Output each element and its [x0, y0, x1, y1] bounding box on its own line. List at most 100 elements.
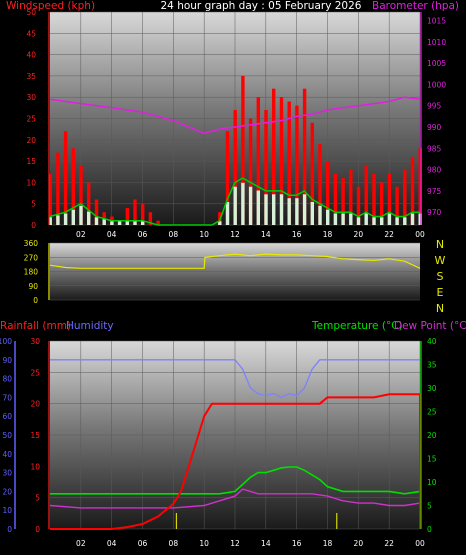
wind-avg-bar [63, 213, 68, 225]
wind-avg-bar [117, 221, 122, 225]
wind-gust-bar [395, 186, 399, 225]
wind-gust-bar [94, 199, 99, 225]
direction-series [49, 253, 421, 269]
wind-gust-bar [302, 88, 307, 225]
wind-avg-bar [356, 217, 361, 225]
wind-x-tick: 12 [230, 230, 240, 239]
wind-x-tick: 20 [354, 230, 364, 239]
wind-x-tick: 22 [384, 230, 394, 239]
wind-gust-bar [133, 199, 137, 225]
wind-avg-bar [56, 215, 60, 225]
compass-letter: S [437, 270, 444, 283]
humidity-tick: 20 [2, 487, 12, 496]
rainfall-series [50, 393, 422, 530]
rainfall-line [50, 393, 422, 530]
wind-avg-bar [241, 182, 245, 225]
direction-tick: 270 [24, 253, 39, 262]
wind-gust-bar [310, 122, 314, 225]
windspeed-tick: 35 [26, 72, 36, 81]
wind-gust-bar [125, 208, 129, 225]
wind-gust-bar [364, 165, 368, 225]
wind-avg-bar [387, 213, 392, 225]
wind-avg-bar [264, 194, 268, 225]
temperature-tick: 20 [427, 431, 437, 440]
wind-gust-bar [148, 212, 153, 225]
wind-avg-series [49, 177, 420, 226]
humidity-tick: 100 [0, 337, 12, 346]
wind-avg-bar [295, 198, 299, 225]
wind-avg-bar [403, 217, 407, 225]
wind-gust-bar [403, 169, 407, 225]
windspeed-tick: 15 [26, 157, 36, 166]
temperature-tick: 25 [427, 408, 437, 417]
windspeed-tick: 20 [26, 136, 36, 145]
direction-tick: 0 [33, 296, 38, 305]
windspeed-tick: 10 [26, 178, 36, 187]
rainfall-tick: 20 [30, 400, 40, 409]
wind-x-tick: 08 [169, 230, 179, 239]
wind-avg-bar [372, 217, 376, 225]
windspeed-tick: 50 [26, 8, 36, 17]
barometer-tick: 990 [427, 123, 442, 132]
compass-letter: W [435, 254, 446, 267]
direction-grid [50, 242, 420, 301]
temperature-tick: 40 [427, 337, 437, 346]
wind-gust-bar [63, 131, 68, 225]
wind-x-tick: 18 [323, 230, 333, 239]
wind-avg-bar [410, 213, 415, 225]
rainfall-tick: 0 [35, 525, 40, 534]
windspeed-tick: 0 [31, 221, 36, 230]
temperature-axis-label: Temperature (°C) [311, 320, 403, 332]
wind-x-tick: 06 [138, 230, 148, 239]
compass-letter: E [437, 286, 444, 299]
wind-axes: 0510152025303540455097097598098599099510… [26, 8, 446, 239]
wind-gust-bar [56, 152, 60, 225]
humidity-tick: 90 [2, 356, 12, 365]
barometer-axis-label: Barometer (hpa) [372, 0, 459, 12]
barometer-tick: 985 [427, 144, 442, 153]
rainfall-tick: 15 [30, 431, 40, 440]
wind-avg-bar [71, 209, 75, 225]
wind-avg-bar [233, 186, 237, 225]
barometer-tick: 1010 [427, 38, 446, 47]
wind-avg-bar [310, 202, 314, 225]
wind-avg-bar [102, 219, 106, 225]
temperature-x-tick: 00 [415, 539, 425, 548]
wind-gust-bar [418, 148, 422, 225]
wind-avg-bar [418, 213, 422, 225]
temperature-x-tick: 14 [261, 539, 271, 548]
wind-gust-bar [356, 186, 361, 225]
wind-avg-bar [364, 213, 368, 225]
wind-gust-bar [225, 131, 230, 225]
wind-gust-bar [264, 110, 268, 225]
barometer-tick: 980 [427, 166, 442, 175]
barometer-tick: 1000 [427, 80, 446, 89]
wind-gust-bar [141, 203, 145, 225]
wind-gust-bar [410, 156, 415, 225]
wind-avg-bar [125, 221, 129, 225]
temperature-tick: 30 [427, 384, 437, 393]
barometer-tick: 970 [427, 208, 442, 217]
humidity-tick: 10 [2, 506, 12, 515]
wind-gust-bar [295, 105, 299, 225]
wind-gust-bar [48, 173, 52, 225]
wind-avg-bar [225, 202, 230, 225]
windspeed-axis-label: Windspeed (kph) [6, 0, 95, 12]
humidity-tick: 50 [2, 431, 12, 440]
rainfall-tick: 25 [30, 368, 40, 377]
wind-gust-bar [71, 148, 75, 225]
barometer-tick: 1005 [427, 59, 446, 68]
direction-axes: 0 90 180 270 360 [24, 239, 50, 305]
wind-gust-bar [233, 110, 237, 225]
windspeed-tick: 5 [31, 200, 36, 209]
dew-point-axis-label: Dew Point (°C) [394, 320, 466, 332]
wind-x-tick: 00 [415, 230, 425, 239]
temperature-x-tick: 04 [107, 539, 117, 548]
temperature-x-tick: 12 [230, 539, 240, 548]
humidity-tick: 60 [2, 412, 12, 421]
wind-gust-bar [380, 182, 384, 225]
compass-letter: N [436, 302, 444, 315]
wind-avg-bar [302, 194, 307, 225]
wind-avg-bar [141, 221, 145, 225]
